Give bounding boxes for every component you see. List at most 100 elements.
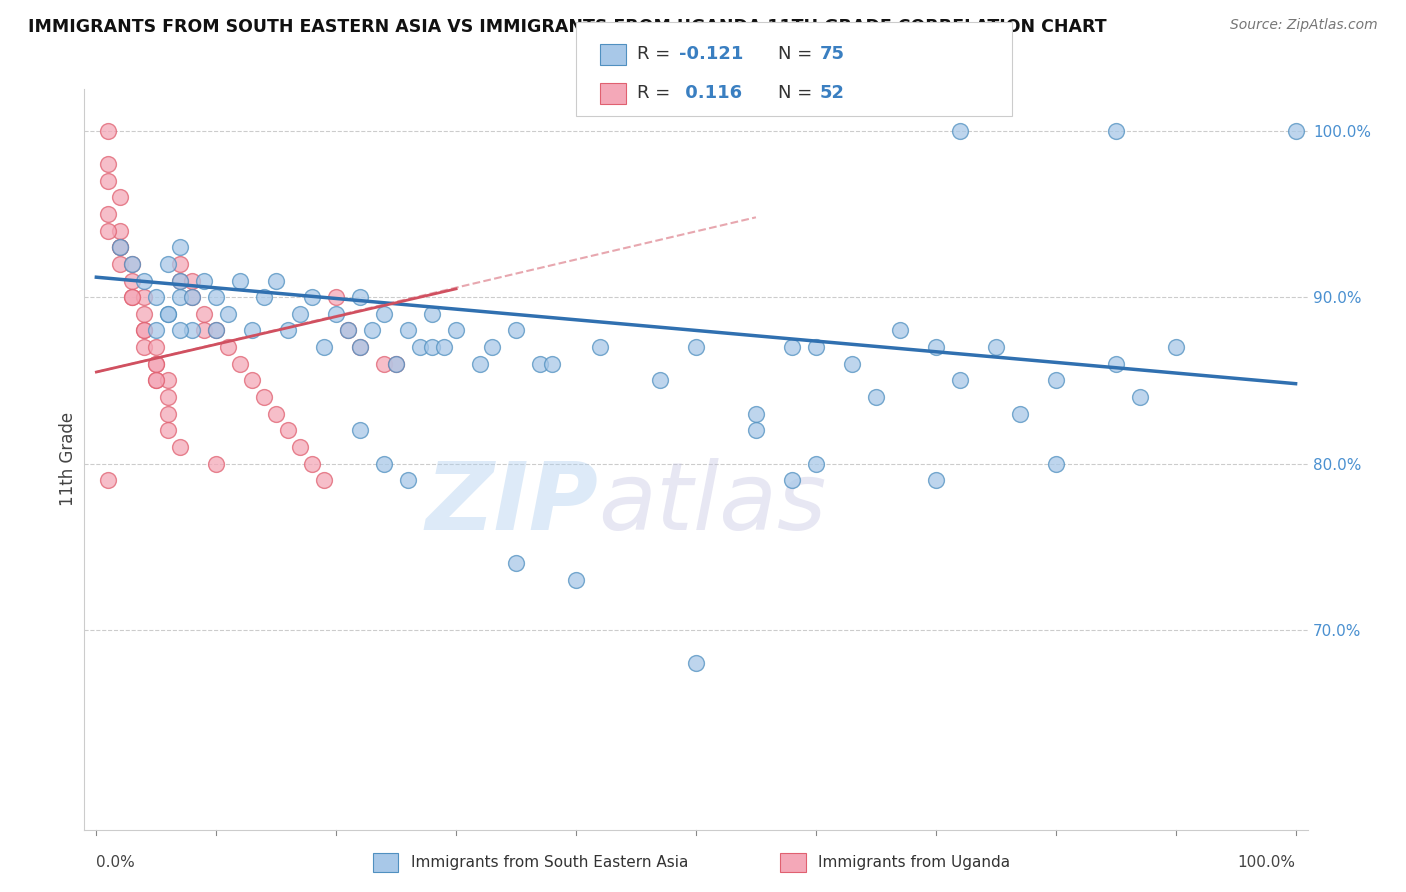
Point [205,323,228,337]
Point [745,423,768,437]
Point [110,190,132,204]
Point [217,307,239,321]
Point [97,473,120,487]
Point [314,473,336,487]
Point [121,290,143,304]
Point [745,407,768,421]
Point [145,340,167,354]
Point [134,323,156,337]
Point [145,290,167,304]
Point [240,373,263,387]
Point [157,423,180,437]
Text: 75: 75 [820,45,845,62]
Point [134,340,156,354]
Point [157,390,180,404]
Point [97,124,120,138]
Point [253,390,276,404]
Point [134,273,156,287]
Point [169,440,191,454]
Point [181,323,204,337]
Point [169,273,191,287]
Point [349,290,371,304]
Point [841,357,863,371]
Point [481,340,503,354]
Point [277,323,299,337]
Point [290,307,312,321]
Point [1284,124,1306,138]
Point [229,357,252,371]
Point [409,340,432,354]
Point [420,340,443,354]
Point [110,224,132,238]
Point [169,323,191,337]
Point [134,290,156,304]
Point [169,273,191,287]
Point [420,307,443,321]
Point [1008,407,1031,421]
Point [325,290,347,304]
Point [1105,124,1128,138]
Point [145,357,167,371]
Point [337,323,360,337]
Point [925,340,948,354]
Text: R =: R = [637,45,676,62]
Point [217,340,239,354]
Point [205,323,228,337]
Point [984,340,1007,354]
Point [121,273,143,287]
Point [110,240,132,254]
Point [157,373,180,387]
Point [97,207,120,221]
Point [253,290,276,304]
Text: ZIP: ZIP [425,458,598,549]
Point [468,357,491,371]
Point [780,473,803,487]
Text: N =: N = [778,84,817,102]
Point [505,557,527,571]
Point [169,257,191,271]
Point [193,273,215,287]
Text: 0.0%: 0.0% [97,855,135,870]
Point [433,340,456,354]
Point [685,340,707,354]
Point [205,290,228,304]
Point [361,323,384,337]
Point [121,257,143,271]
Point [865,390,887,404]
Point [349,423,371,437]
Point [181,290,204,304]
Point [157,307,180,321]
Point [385,357,408,371]
Point [373,357,395,371]
Point [181,290,204,304]
Point [565,573,588,587]
Point [264,273,287,287]
Point [264,407,287,421]
Point [589,340,612,354]
Point [529,357,551,371]
Point [97,174,120,188]
Point [780,340,803,354]
Text: Immigrants from Uganda: Immigrants from Uganda [818,855,1011,870]
Point [396,323,419,337]
Point [1045,457,1067,471]
Point [110,257,132,271]
Point [949,124,972,138]
Text: 52: 52 [820,84,845,102]
Text: R =: R = [637,84,676,102]
Point [97,224,120,238]
Point [134,307,156,321]
Text: Source: ZipAtlas.com: Source: ZipAtlas.com [1230,18,1378,32]
Point [949,373,972,387]
Point [157,407,180,421]
Point [157,307,180,321]
Text: -0.121: -0.121 [679,45,744,62]
Point [121,290,143,304]
Point [349,340,371,354]
Point [314,340,336,354]
Point [110,240,132,254]
Point [804,457,827,471]
Point [121,257,143,271]
Point [925,473,948,487]
Point [145,357,167,371]
